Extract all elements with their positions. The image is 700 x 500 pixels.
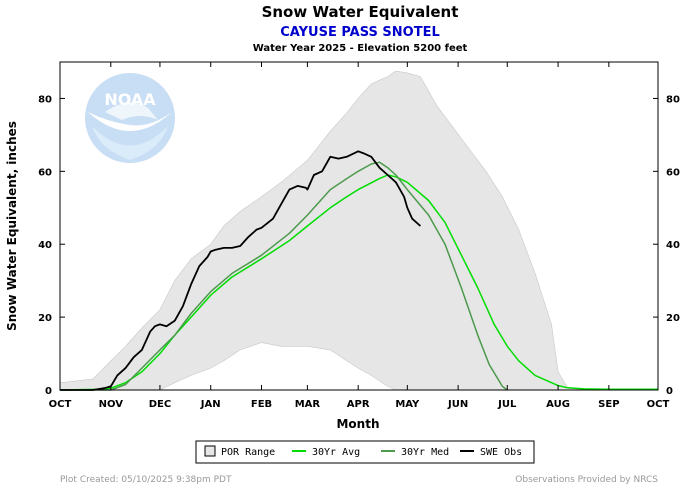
- x-tick-label: JAN: [200, 399, 221, 410]
- legend: POR Range 30Yr Avg 30Yr Med SWE Obs: [195, 440, 535, 464]
- x-tick-label: SEP: [598, 399, 619, 410]
- x-tick-label: APR: [347, 399, 370, 410]
- series-30yr-avg: [59, 174, 658, 391]
- y-tick-label-left: 20: [38, 313, 52, 324]
- x-tick-label: NOV: [99, 399, 124, 410]
- x-tick-label: JUN: [447, 399, 468, 410]
- plot-frame: [59, 61, 659, 391]
- legend-swatch-por-range: [204, 445, 216, 457]
- noaa-logo-text: NOAA: [104, 90, 156, 109]
- chart-subtitle: CAYUSE PASS SNOTEL: [280, 25, 440, 40]
- y-tick-label-right: 80: [666, 94, 680, 105]
- x-axis-label: Month: [336, 417, 379, 431]
- x-tick-label: JUL: [497, 399, 517, 410]
- y-axis-label: Snow Water Equivalent, inches: [5, 121, 19, 331]
- y-tick-label-left: 60: [38, 167, 52, 178]
- x-tick-label: DEC: [149, 399, 171, 410]
- x-tick-label: OCT: [647, 399, 670, 410]
- legend-label-30yr-med: 30Yr Med: [401, 447, 449, 458]
- y-tick-label-left: 40: [38, 240, 52, 251]
- legend-box: [195, 440, 535, 464]
- y-tick-label-left: 80: [38, 94, 52, 105]
- series-30yr-med: [60, 161, 508, 391]
- noaa-logo: NOAA: [85, 73, 175, 163]
- chart-title: Snow Water Equivalent: [262, 3, 459, 21]
- x-tick-label: OCT: [49, 399, 72, 410]
- legend-label-swe-obs: SWE Obs: [480, 447, 522, 458]
- x-tick-label: MAR: [295, 399, 321, 410]
- x-tick-label: FEB: [251, 399, 272, 410]
- y-tick-label-right: 60: [666, 167, 680, 178]
- chart-subtitle-2: Water Year 2025 - Elevation 5200 feet: [253, 43, 468, 54]
- footer-plot-created: Plot Created: 05/10/2025 9:38pm PDT: [60, 475, 232, 485]
- x-tick-label: MAY: [395, 399, 420, 410]
- y-tick-label-left: 0: [45, 386, 52, 397]
- y-tick-label-right: 0: [666, 386, 673, 397]
- y-tick-label-right: 40: [666, 240, 680, 251]
- y-tick-label-right: 20: [666, 313, 680, 324]
- x-tick-label: AUG: [546, 399, 570, 410]
- series-swe-obs: [60, 150, 421, 391]
- legend-label-30yr-avg: 30Yr Avg: [312, 447, 360, 458]
- tick-layer: 0 0 20 20 40 40 60 60 80 80 OCT NOV DEC JAN FEB MAR APR M…: [38, 62, 680, 410]
- footer-observations: Observations Provided by NRCS: [515, 475, 658, 485]
- legend-label-por-range: POR Range: [221, 447, 275, 458]
